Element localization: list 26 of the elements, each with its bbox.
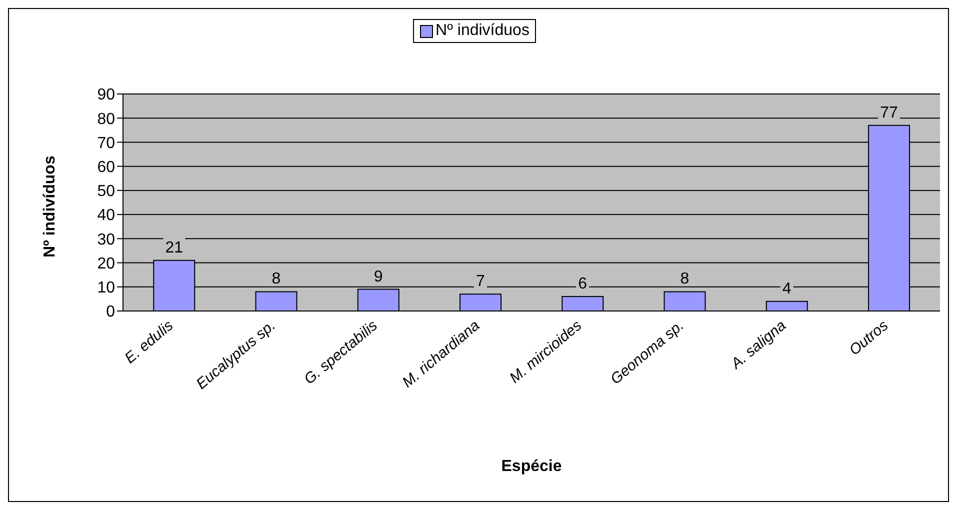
y-tick-label: 60 [97, 159, 116, 176]
y-tick-label: 10 [97, 280, 116, 297]
y-tick-label: 50 [97, 183, 116, 200]
data-label: 7 [476, 273, 486, 290]
data-label: 6 [578, 276, 588, 293]
bar [460, 294, 502, 311]
y-tick-label: 20 [97, 255, 116, 272]
y-tick-label: 70 [97, 134, 116, 152]
bar [766, 300, 808, 311]
bar [255, 291, 298, 311]
legend-label: Nº indivíduos [434, 22, 530, 40]
bar [562, 296, 604, 311]
data-label: 21 [165, 239, 184, 256]
data-label: 4 [782, 280, 792, 298]
data-label: 9 [374, 268, 383, 286]
y-tick-label: 40 [97, 207, 116, 224]
bar [664, 291, 706, 311]
y-tick-label: 80 [97, 110, 116, 128]
data-label: 8 [272, 270, 281, 288]
y-tick-label: 0 [106, 304, 116, 321]
x-axis-title: Espécie [501, 458, 562, 475]
y-tick-label: 30 [97, 231, 116, 248]
data-label: 8 [680, 270, 690, 288]
y-axis-title: Nº indivíduos [42, 156, 59, 258]
y-tick-label: 90 [97, 86, 116, 104]
data-label: 77 [880, 104, 898, 122]
